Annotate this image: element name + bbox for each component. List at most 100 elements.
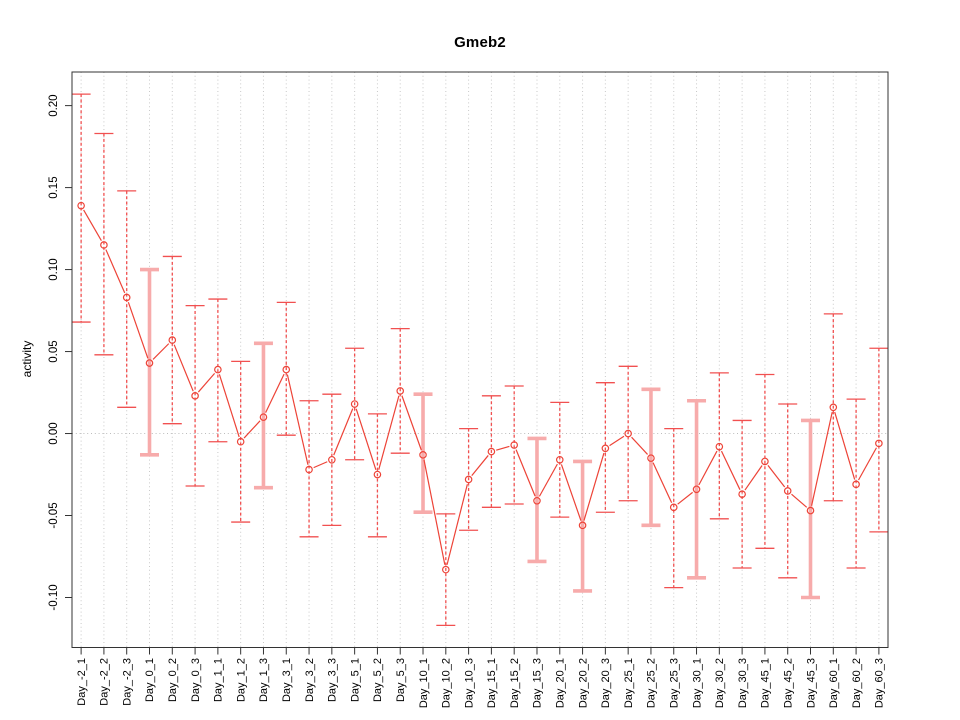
series-segment — [677, 491, 693, 505]
data-point — [761, 457, 769, 466]
data-point — [601, 444, 610, 453]
series-segment — [127, 301, 149, 359]
chart-title: Gmeb2 — [454, 34, 506, 51]
data-point — [578, 521, 587, 530]
x-tick-label: Day_45_1 — [760, 658, 772, 708]
series-segment — [560, 464, 582, 521]
x-tick-label: Day_25_2 — [646, 658, 658, 708]
data-point — [145, 359, 154, 367]
x-tick-label: Day_5_1 — [349, 658, 361, 702]
data-point — [282, 365, 291, 374]
data-point — [669, 503, 678, 512]
x-tick-label: Day_1_3 — [258, 658, 270, 702]
series-segment — [698, 450, 718, 486]
x-tick-label: Day_-2_3 — [121, 658, 133, 706]
x-tick-label: Day_0_1 — [144, 658, 156, 702]
series-segment — [720, 450, 741, 490]
series-segment — [471, 455, 489, 476]
x-tick-label: Day_3_2 — [304, 658, 316, 702]
x-tick-label: Day_15_3 — [532, 658, 544, 708]
data-point — [419, 451, 427, 459]
y-tick-label: 0.00 — [48, 422, 60, 444]
series-segment — [609, 435, 625, 447]
series-segment — [583, 452, 605, 521]
x-tick-label: Day_20_3 — [600, 658, 612, 708]
y-tick-label: -0.10 — [48, 584, 60, 610]
series-segment — [744, 465, 763, 491]
x-tick-label: Day_45_3 — [805, 658, 817, 708]
series-segment — [173, 344, 194, 392]
data-point — [396, 387, 405, 395]
series-segment — [767, 464, 786, 488]
y-tick-label: 0.10 — [48, 258, 60, 280]
x-tick-label: Day_3_1 — [281, 658, 293, 702]
data-point — [122, 293, 131, 302]
plot-border — [71, 71, 889, 648]
series-segment — [105, 249, 126, 294]
x-tick-label: Day_30_3 — [737, 658, 749, 708]
y-tick-label: 0.05 — [48, 340, 60, 362]
x-tick-label: Day_20_1 — [555, 658, 567, 708]
data-point — [168, 336, 177, 344]
series-segment — [197, 372, 216, 393]
y-tick-label: 0.20 — [48, 94, 60, 116]
data-point — [373, 470, 382, 479]
x-tick-label: Day_60_2 — [851, 658, 863, 708]
x-tick-label: Day_-2_1 — [76, 658, 88, 706]
x-tick-label: Day_20_2 — [577, 658, 589, 708]
x-tick-label: Day_15_1 — [486, 658, 498, 708]
data-point — [875, 439, 883, 448]
x-tick-label: Day_3_3 — [327, 658, 339, 702]
x-tick-label: Day_25_1 — [623, 658, 635, 708]
series-segment — [631, 436, 648, 455]
series-segment — [538, 463, 558, 497]
x-tick-label: Day_30_2 — [714, 658, 726, 708]
series-segment — [378, 395, 400, 470]
data-point — [715, 442, 724, 451]
x-tick-label: Day_-2_2 — [99, 658, 111, 706]
data-point — [77, 201, 85, 210]
series-segment — [834, 411, 856, 480]
data-point — [624, 429, 632, 438]
data-point — [328, 455, 336, 464]
series-segment — [218, 374, 240, 438]
x-tick-label: Day_5_2 — [372, 658, 384, 702]
series-segment — [83, 209, 102, 241]
x-tick-label: Day_1_1 — [213, 658, 225, 702]
x-tick-label: Day_15_2 — [509, 658, 521, 708]
x-tick-label: Day_60_3 — [874, 658, 886, 708]
data-point — [555, 455, 564, 464]
data-point — [464, 475, 473, 484]
data-point — [259, 413, 268, 421]
data-point — [100, 241, 108, 249]
x-tick-label: Day_60_1 — [828, 658, 840, 708]
data-point — [738, 490, 746, 498]
data-point — [852, 480, 860, 489]
series-segment — [286, 374, 309, 465]
y-tick-label: 0.15 — [48, 176, 60, 198]
series-segment — [652, 462, 673, 504]
x-tick-label: Day_30_1 — [691, 658, 703, 708]
x-tick-label: Day_10_1 — [418, 658, 430, 708]
data-point — [487, 447, 496, 456]
series-segment — [152, 343, 170, 360]
series-segment — [265, 373, 285, 413]
series-segment — [401, 395, 422, 451]
data-point — [692, 485, 701, 494]
data-point — [350, 400, 359, 408]
data-point — [783, 487, 792, 495]
data-point — [829, 403, 838, 412]
x-tick-label: Day_5_3 — [395, 658, 407, 702]
series-segment — [333, 408, 354, 456]
data-point — [647, 454, 655, 462]
x-tick-label: Day_10_3 — [463, 658, 475, 708]
x-tick-label: Day_45_2 — [782, 658, 794, 708]
x-tick-label: Day_0_3 — [190, 658, 202, 702]
data-point — [510, 441, 518, 449]
y-tick-label: -0.05 — [48, 502, 60, 528]
data-point — [806, 506, 815, 515]
x-tick-label: Day_10_2 — [441, 658, 453, 708]
x-tick-label: Day_25_3 — [668, 658, 680, 708]
